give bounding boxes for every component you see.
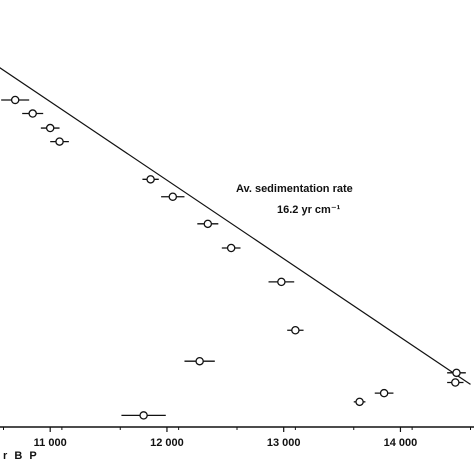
data-point <box>287 325 304 335</box>
data-point <box>121 411 166 420</box>
x-tick-label: 12 000 <box>150 437 184 449</box>
x-tick-label: 14 000 <box>384 437 418 449</box>
point-marker <box>28 109 37 118</box>
annotation-title: Av. sedimentation rate <box>236 183 353 195</box>
axes <box>0 426 474 432</box>
point-marker <box>226 243 236 253</box>
point-marker <box>168 192 178 201</box>
point-marker <box>10 95 20 105</box>
data-points-group <box>1 95 466 420</box>
x-tick-label: 13 000 <box>267 437 301 449</box>
point-marker <box>195 356 204 366</box>
point-marker <box>203 219 213 229</box>
point-marker <box>355 397 364 407</box>
data-point <box>161 192 185 201</box>
data-point <box>1 95 30 105</box>
annotation-rate: 16.2 yr cm⁻¹ <box>277 204 341 216</box>
regression-line <box>0 67 471 385</box>
data-point <box>50 137 69 146</box>
point-marker <box>451 378 460 387</box>
data-point <box>374 388 394 398</box>
data-point <box>197 219 219 229</box>
point-marker <box>277 277 286 287</box>
data-point <box>142 175 159 184</box>
x-axis-label: r B P <box>3 450 39 462</box>
point-marker <box>379 388 389 398</box>
regression-line-group <box>0 67 471 385</box>
data-point <box>40 123 60 133</box>
labels-group: 11 000 12 000 13 000 14 000 r B P Av. sedimen… <box>3 183 417 462</box>
data-point <box>22 109 44 118</box>
point-marker <box>291 325 300 335</box>
point-marker <box>55 137 64 146</box>
data-point <box>268 277 295 287</box>
point-marker <box>45 123 55 133</box>
data-point <box>221 243 241 253</box>
data-point <box>447 368 466 378</box>
data-point <box>184 356 215 366</box>
point-marker <box>139 411 148 420</box>
x-tick-label: 11 000 <box>34 437 67 449</box>
point-marker <box>146 175 155 184</box>
data-point <box>353 397 366 407</box>
data-point <box>447 378 464 387</box>
point-marker <box>452 368 461 378</box>
